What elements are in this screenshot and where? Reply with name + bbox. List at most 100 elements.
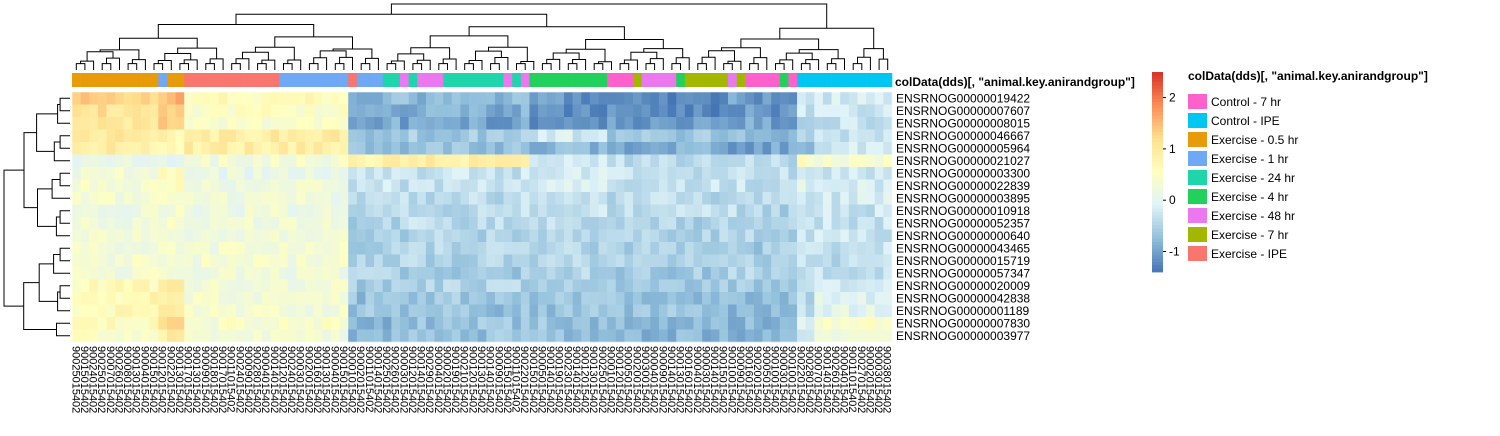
heatmap-cell [89,92,99,105]
heatmap-cell [184,217,194,230]
heatmap-cell [658,304,668,318]
heatmap-cell [123,242,133,255]
heatmap-cell [210,292,220,305]
annotation-cell [546,73,556,87]
heatmap-cell [451,254,461,268]
heatmap-cell [365,142,375,155]
heatmap-cell [753,279,763,293]
heatmap-cell [857,329,867,343]
heatmap-cell [175,92,185,105]
heatmap-cell [512,217,522,230]
heatmap-cell [848,129,858,143]
heatmap-cell [184,92,194,105]
heatmap-cell [339,217,349,230]
heatmap-cell [365,242,375,255]
heatmap-cell [529,292,539,305]
heatmap-cell [132,317,142,330]
row-label: ENSRNOG00000010918 [896,204,1030,218]
heatmap-cell [469,279,478,293]
heatmap-cell [132,242,142,255]
heatmap-cell [831,179,841,193]
heatmap-cell [339,204,349,218]
heatmap-cell [72,92,81,105]
heatmap-cell [658,142,668,155]
heatmap-cell [658,167,668,180]
heatmap-cell [874,142,884,155]
color-key-band [1152,188,1163,193]
heatmap-cell [572,92,582,105]
heatmap-cell [503,204,513,218]
heatmap-cell [201,104,211,118]
heatmap-cell [641,217,651,230]
heatmap-cell [253,104,263,118]
heatmap-cell [356,229,366,243]
heatmap-cell [123,154,133,168]
heatmap-cell [218,292,228,305]
heatmap-cell [253,242,263,255]
row-label: ENSRNOG00000005964 [896,141,1030,155]
heatmap-cell [866,254,876,268]
annotation-cell [633,73,642,87]
heatmap-cell [624,304,634,318]
heatmap-cell [451,117,461,130]
heatmap-cell [477,267,487,280]
heatmap-cell [166,229,176,243]
heatmap-cell [477,279,487,293]
heatmap-cell [218,229,228,243]
color-key-band [1152,128,1163,133]
heatmap-cell [779,304,789,318]
heatmap-cell [641,117,651,130]
row-label: ENSRNOG00000008015 [896,116,1030,130]
legend-item: Exercise - 7 hr [1188,225,1488,244]
heatmap-cell [296,317,306,330]
annotation-track-label: colData(dds)[, "animal.key.anirandgroup"… [895,75,1135,89]
heatmap-cell [745,267,755,280]
heatmap-cell [512,279,522,293]
heatmap-cell [339,142,349,155]
heatmap-cell [771,192,781,205]
heatmap-cell [512,167,522,180]
heatmap-cell [166,279,176,293]
heatmap-cell [330,329,340,343]
heatmap-cell [719,304,729,318]
heatmap-cell [443,267,453,280]
heatmap-cell [745,217,755,230]
heatmap-cell [598,229,608,243]
heatmap-cell [650,329,660,343]
heatmap-cell [840,129,850,143]
heatmap-cell [494,142,504,155]
heatmap-cell [443,204,453,218]
heatmap-cell [451,304,461,318]
heatmap-cell [106,292,116,305]
heatmap-cell [624,204,634,218]
heatmap-cell [529,229,539,243]
heatmap-cell [702,292,712,305]
heatmap-cell [244,167,254,180]
heatmap-cell [313,229,323,243]
color-key-band [1152,98,1163,103]
heatmap-cell [598,242,608,255]
heatmap-cell [417,142,427,155]
heatmap-cell [72,242,81,255]
heatmap-cell [745,329,755,343]
heatmap-cell [227,317,237,330]
heatmap-cell [236,104,245,118]
heatmap-cell [253,329,263,343]
heatmap-cell [555,329,565,343]
heatmap-cell [822,229,832,243]
annotation-cell [779,73,789,87]
heatmap-cell [831,167,841,180]
row-label: ENSRNOG00000046667 [896,129,1030,143]
heatmap-cell [417,304,427,318]
annotation-cell [658,73,668,87]
heatmap-cell [434,167,444,180]
heatmap-cell [417,217,427,230]
heatmap-cell [382,104,392,118]
heatmap-cell [408,242,418,255]
heatmap-cell [322,167,332,180]
heatmap-cell [400,142,409,155]
heatmap-cell [270,229,280,243]
heatmap-cell [80,179,90,193]
column-label: 90014015402 [708,346,720,413]
heatmap-cell [166,204,176,218]
